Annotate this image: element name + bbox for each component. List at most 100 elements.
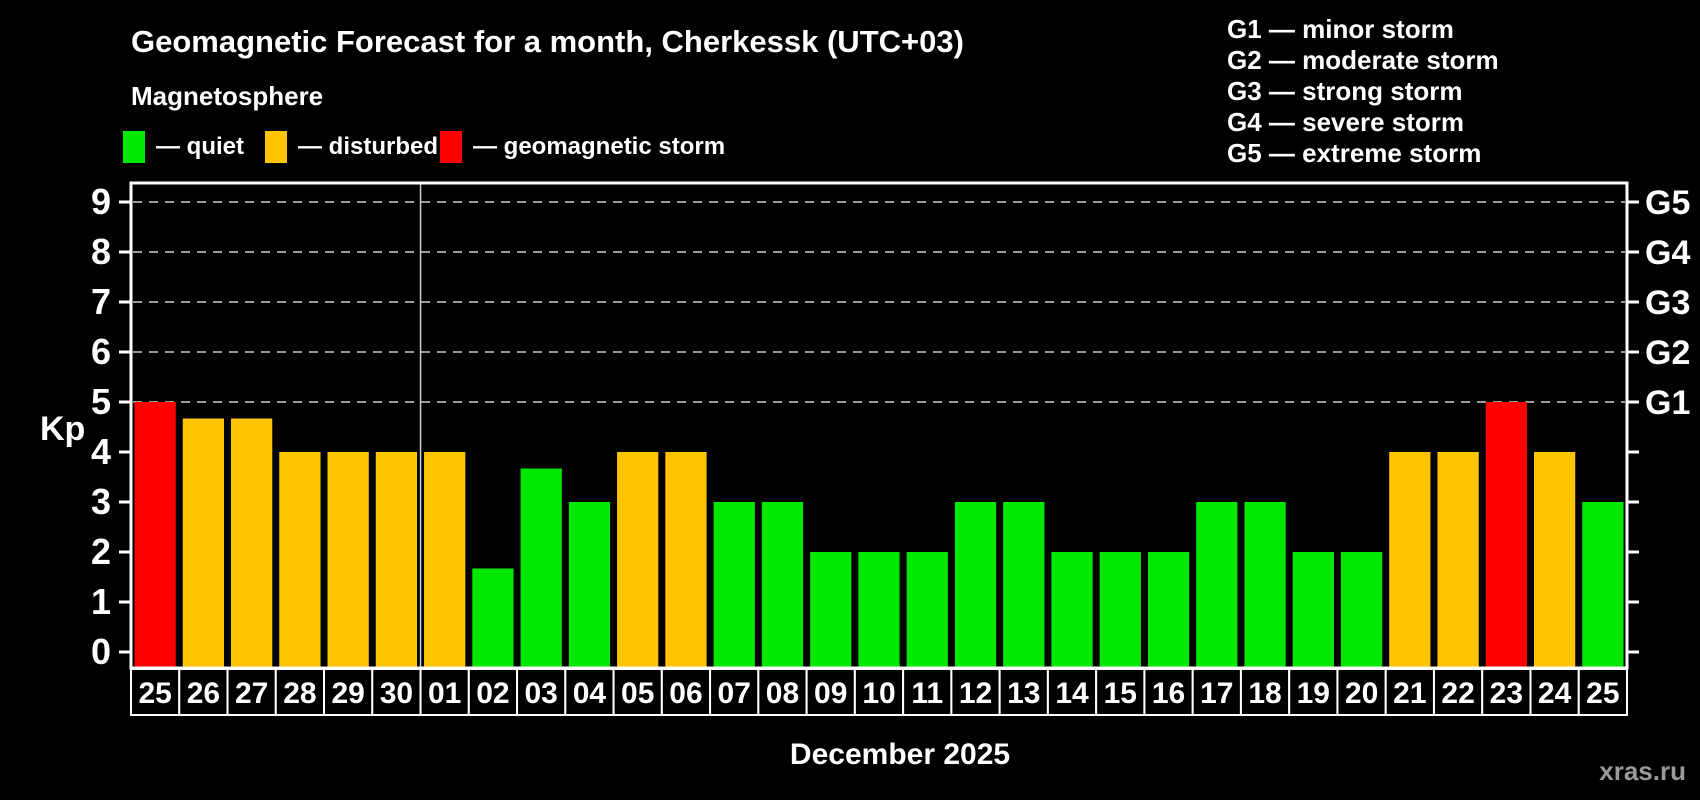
right-axis-label-g5: G5 xyxy=(1645,184,1690,222)
day-label-24: 24 xyxy=(1538,677,1572,710)
y-tick-label-9: 9 xyxy=(91,181,111,222)
day-label-21: 21 xyxy=(1393,677,1426,710)
y-tick-label-3: 3 xyxy=(91,481,111,522)
chart-subtitle: Magnetosphere xyxy=(131,81,324,111)
kp-bar-day-08 xyxy=(761,502,804,668)
legend-disturbed-label: — disturbed xyxy=(298,133,439,160)
day-label-14: 14 xyxy=(1055,677,1089,710)
day-box-11 xyxy=(902,668,953,716)
g-scale-legend: G1 — minor storm G2 — moderate storm G3 … xyxy=(1227,14,1499,169)
day-box-10 xyxy=(853,668,905,716)
storm-color-swatch xyxy=(440,131,462,163)
kp-bar-day-18 xyxy=(1244,502,1286,668)
kp-bar-day-12 xyxy=(954,502,997,668)
day-box-04 xyxy=(564,668,615,716)
day-label-12: 12 xyxy=(959,677,992,710)
legend-item-quiet: — quiet xyxy=(123,131,244,163)
day-box-15 xyxy=(1095,668,1146,716)
day-label-20: 20 xyxy=(1345,677,1378,710)
day-label-07: 07 xyxy=(718,677,751,710)
kp-bar-day-25 xyxy=(134,402,176,668)
y-tick-label-8: 8 xyxy=(91,231,111,272)
kp-bar-day-11 xyxy=(906,552,948,668)
kp-bar-day-10 xyxy=(858,552,900,668)
y-tick-label-4: 4 xyxy=(91,431,111,472)
day-label-11: 11 xyxy=(911,677,943,710)
g-legend-line-g1: G1 — minor storm xyxy=(1227,14,1454,44)
day-label-26: 26 xyxy=(187,677,220,710)
day-label-29: 29 xyxy=(331,677,364,710)
day-label-25: 25 xyxy=(138,677,171,710)
day-label-23: 23 xyxy=(1490,677,1523,710)
day-label-03: 03 xyxy=(525,677,558,710)
day-box-29 xyxy=(323,668,374,716)
y-tick-label-6: 6 xyxy=(91,331,111,372)
kp-bar-day-14 xyxy=(1051,552,1093,668)
day-label-27: 27 xyxy=(235,677,268,710)
y-tick-label-1: 1 xyxy=(91,581,111,622)
day-label-19: 19 xyxy=(1297,677,1330,710)
legend-item-storm: — geomagnetic storm xyxy=(440,131,725,163)
day-box-26 xyxy=(178,668,229,716)
legend-storm-label: — geomagnetic storm xyxy=(473,133,726,160)
kp-bar-day-02 xyxy=(472,568,514,668)
kp-bar-day-30 xyxy=(375,452,418,668)
g-legend-line-g5: G5 — extreme storm xyxy=(1227,138,1482,168)
g-legend-line-g2: G2 — moderate storm xyxy=(1227,45,1499,75)
kp-bar-day-27 xyxy=(231,418,273,668)
y-tick-label-5: 5 xyxy=(91,381,111,422)
day-box-06 xyxy=(660,668,712,716)
y-tick-label-2: 2 xyxy=(91,531,111,572)
day-box-18 xyxy=(1239,668,1291,716)
kp-bar-day-25 xyxy=(1582,502,1624,668)
watermark: xras.ru xyxy=(1599,756,1686,786)
kp-bar-day-20 xyxy=(1340,552,1383,668)
kp-bar-day-28 xyxy=(279,452,321,668)
day-label-06: 06 xyxy=(669,677,702,710)
kp-bar-day-05 xyxy=(617,452,659,668)
day-label-13: 13 xyxy=(1007,677,1040,710)
kp-bar-day-24 xyxy=(1533,452,1576,668)
kp-bar-day-15 xyxy=(1099,552,1141,668)
day-label-09: 09 xyxy=(814,677,847,710)
day-box-07 xyxy=(709,668,760,716)
kp-bar-day-26 xyxy=(182,418,225,668)
day-box-30 xyxy=(371,668,422,716)
day-box-22 xyxy=(1432,668,1484,716)
day-label-25: 25 xyxy=(1586,677,1619,710)
kp-bar-day-19 xyxy=(1292,552,1334,668)
day-box-14 xyxy=(1046,668,1098,716)
day-label-01: 01 xyxy=(428,677,461,710)
day-label-08: 08 xyxy=(766,677,799,710)
legend-item-disturbed: — disturbed xyxy=(265,131,438,163)
day-box-24 xyxy=(1529,668,1580,716)
day-box-25 xyxy=(1577,668,1629,716)
day-label-28: 28 xyxy=(283,677,316,710)
day-box-25 xyxy=(130,668,181,716)
y-tick-label-0: 0 xyxy=(91,631,111,672)
day-box-16 xyxy=(1143,668,1194,716)
day-box-19 xyxy=(1288,668,1339,716)
day-label-04: 04 xyxy=(573,677,607,710)
y-tick-label-7: 7 xyxy=(91,281,111,322)
kp-bar-day-23 xyxy=(1485,402,1527,668)
day-label-30: 30 xyxy=(380,677,413,710)
kp-bar-day-29 xyxy=(327,452,369,668)
legend-quiet-label: — quiet xyxy=(156,133,244,160)
kp-bar-day-09 xyxy=(810,552,852,668)
right-axis-label-g4: G4 xyxy=(1645,234,1690,272)
day-label-05: 05 xyxy=(621,677,654,710)
day-box-05 xyxy=(612,668,663,716)
day-box-01 xyxy=(419,668,470,716)
g-legend-line-g4: G4 — severe storm xyxy=(1227,107,1465,137)
day-label-10: 10 xyxy=(862,677,895,710)
day-box-03 xyxy=(516,668,567,716)
day-box-08 xyxy=(757,668,808,716)
kp-bar-day-16 xyxy=(1147,552,1190,668)
kp-bar-day-17 xyxy=(1196,502,1238,668)
right-axis-label-g1: G1 xyxy=(1645,384,1690,422)
kp-bar-day-13 xyxy=(1003,502,1045,668)
day-label-16: 16 xyxy=(1152,677,1185,710)
